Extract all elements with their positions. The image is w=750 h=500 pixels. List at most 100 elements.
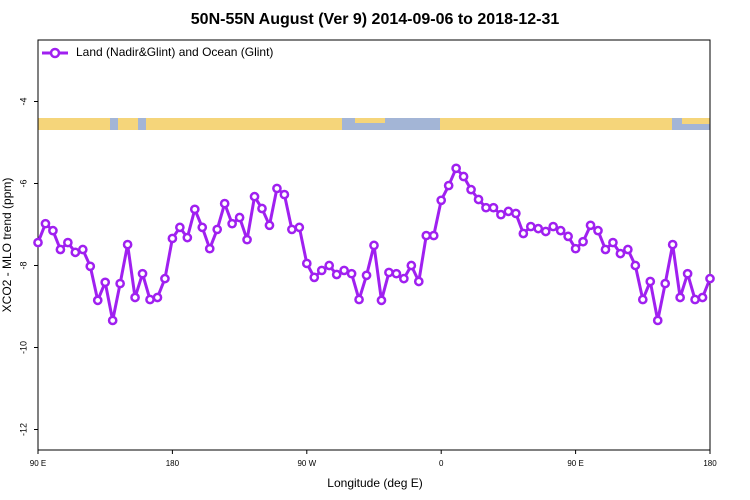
data-point [204,243,215,254]
data-point [369,240,379,251]
data-point [652,315,663,326]
data-point [555,225,566,236]
data-point [421,230,432,241]
y-tick-label: -10 [18,341,28,354]
legend: Land (Nadir&Glint) and Ocean (Glint) [42,45,273,59]
data-point [189,204,200,215]
land [440,118,672,130]
x-axis-label: Longitude (deg E) [327,476,422,490]
data-point [481,202,491,213]
data-point [548,221,559,232]
data-point [122,239,133,250]
data-point [85,261,96,272]
data-point [264,220,275,231]
data-point [496,209,506,220]
data-point [100,277,111,288]
data-point [346,268,357,279]
data-point [637,294,648,305]
y-tick-label: -4 [18,97,28,105]
data-point [623,244,633,255]
data-point [175,222,185,233]
data-point [675,292,685,303]
data-point [130,292,140,303]
data-point [324,260,335,271]
data-point [77,244,88,255]
x-tick-label: 90 E [30,459,46,468]
x-tick-label: 180 [166,459,180,468]
data-point [376,295,387,306]
data-point [279,189,290,200]
data-point [361,270,372,281]
data-point [316,265,327,276]
data-point [451,163,461,174]
y-tick-label: -8 [18,261,28,269]
data-point [145,294,155,305]
data-point [593,225,603,236]
data-point [301,258,312,269]
data-point [219,198,230,209]
data-point [413,276,424,287]
land [355,118,385,123]
data-point [391,268,402,279]
data-point [92,295,103,306]
legend-marker [49,47,61,59]
data-point [40,218,51,229]
data-point [473,194,484,205]
data-point [705,273,715,284]
data-point [339,265,349,276]
data-point [525,221,536,232]
data-point [399,273,409,284]
data-point [331,269,342,280]
data-point [600,244,611,255]
data-point [167,233,178,244]
data-point [443,180,454,191]
data-point [563,231,573,242]
data-point [55,244,66,255]
data-point [690,294,700,305]
data-point [152,292,163,303]
data-point [585,220,596,231]
x-tick-label: 90 E [567,459,583,468]
data-point [294,222,305,233]
data-point [667,239,678,250]
data-point [48,225,58,236]
data-point [615,248,626,259]
data-point [697,292,708,303]
land [118,118,138,130]
x-tick-label: 0 [439,459,444,468]
land [682,118,710,124]
data-point [488,202,499,213]
data-point [354,294,364,305]
data-point [458,171,469,182]
data-point [70,247,81,258]
data-point [227,218,237,229]
data-point [645,276,656,287]
data-point [540,226,551,237]
data-point [242,234,252,245]
data-point [160,273,170,284]
data-point [182,232,193,243]
data-point [272,183,282,194]
data-point [466,184,476,195]
land [146,118,342,130]
chart-title: 50N-55N August (Ver 9) 2014-09-06 to 201… [191,11,560,28]
y-tick-label: -12 [18,423,28,436]
data-point [33,237,43,248]
data-point [533,223,544,234]
data-point [212,224,223,235]
data-point [287,224,297,235]
data-point [503,206,514,217]
data-point [234,212,245,223]
data-point [406,260,417,271]
land [38,118,110,130]
x-tick-label: 180 [703,459,717,468]
data-point [115,278,125,289]
data-point [511,208,521,219]
x-tick-label: 90 W [297,459,316,468]
data-point [660,278,671,289]
legend-label: Land (Nadir&Glint) and Ocean (Glint) [76,45,273,59]
data-point [578,236,588,247]
data-point [384,267,394,278]
data-point [257,203,267,214]
data-point [137,268,148,279]
